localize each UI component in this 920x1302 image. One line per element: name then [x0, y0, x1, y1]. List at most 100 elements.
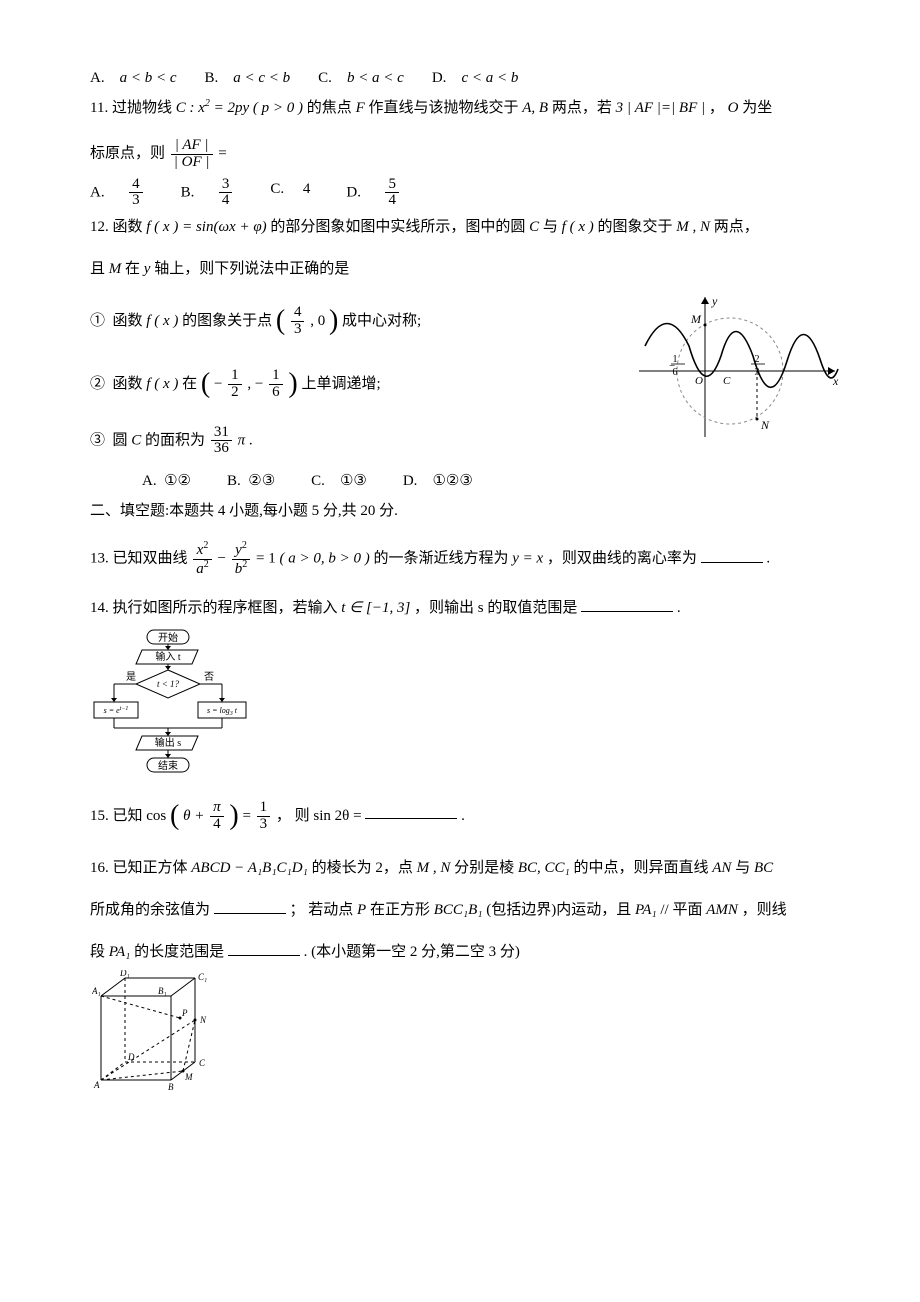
fx: f ( x ): [146, 376, 178, 392]
text: 在: [125, 261, 144, 277]
O: O: [728, 100, 739, 116]
q14: 14. 执行如图所示的程序框图，若输入 t ∈ [−1, 3] ，则输出 s 的…: [90, 596, 840, 620]
q12-num: 12.: [90, 219, 109, 235]
q12-stem: 12. 函数 f ( x ) = sin(ωx + φ) 的部分图象如图中实线所…: [90, 215, 840, 239]
text: 的图象关于点: [182, 313, 272, 329]
q11-opt-d: D. 54: [346, 177, 401, 210]
frac: 43: [129, 177, 143, 210]
AMN: AMN: [706, 902, 738, 918]
interval-r: 16: [269, 368, 283, 401]
opt-text: ①②③: [432, 473, 472, 489]
svg-text:结束: 结束: [158, 759, 178, 772]
frac: 54: [385, 177, 399, 210]
AB: A, B: [522, 100, 548, 116]
fx: f ( x ): [562, 219, 594, 235]
label-O: O: [695, 375, 703, 387]
svg-text:A: A: [93, 1080, 100, 1090]
rparen-icon: ): [329, 299, 338, 344]
svg-text:输出 s: 输出 s: [155, 736, 181, 749]
svg-text:P: P: [181, 1008, 188, 1018]
P: P: [357, 902, 366, 918]
svg-text:C: C: [199, 1058, 206, 1068]
text: 圆: [113, 432, 128, 448]
F: F: [356, 100, 365, 116]
q12-opt-a: A. ①②: [142, 469, 191, 493]
M: M: [109, 261, 122, 277]
no: ①: [90, 313, 105, 329]
text: 分别是棱: [454, 860, 514, 876]
blank: [214, 898, 286, 914]
opt-label: D.: [432, 70, 447, 86]
q11-num: 11.: [90, 100, 108, 116]
opt-label: C.: [270, 181, 284, 197]
text: 已知双曲线: [113, 551, 188, 567]
svg-text:M: M: [184, 1072, 193, 1082]
rel: 3 | AF |=| BF |: [616, 100, 706, 116]
q13-num: 13.: [90, 551, 109, 567]
q16-line2: 所成角的余弦值为 ； 若动点 P 在正方形 BCC₁B₁ (包括边界)内运动，且…: [90, 898, 840, 922]
text: 上单调递增;: [301, 376, 380, 392]
q12-opt-c: C. ①③: [311, 469, 367, 493]
rparen-icon: ): [288, 362, 297, 407]
fx: f ( x ): [146, 313, 178, 329]
text: 在: [182, 376, 197, 392]
MN: M , N: [417, 860, 451, 876]
semi: ； 若动点: [290, 902, 354, 918]
section2-header: 二、填空题:本题共 4 小题,每小题 5 分,共 20 分.: [90, 499, 840, 523]
opt-text: ①③: [340, 473, 367, 489]
q12-opt-d: D. ①②③: [403, 469, 473, 493]
opt-expr: b < a < c: [347, 70, 404, 86]
text: 的长度范围是: [134, 944, 224, 960]
text: ， 则: [276, 807, 310, 823]
no: ③: [90, 432, 105, 448]
opt-label: A.: [142, 473, 157, 489]
one-third: 13: [257, 800, 271, 833]
opt-label: A.: [90, 70, 105, 86]
AN: AN: [712, 860, 731, 876]
svg-text:2: 2: [755, 354, 760, 365]
text: ，则线: [742, 902, 787, 918]
interval-l: 12: [228, 368, 242, 401]
text: 函数: [113, 313, 143, 329]
y2b2: y2 b2: [232, 541, 251, 578]
q10-opt-a: A. a < b < c: [90, 66, 177, 90]
xlabel: x: [832, 374, 839, 388]
text: 的焦点: [307, 100, 352, 116]
theta: θ +: [183, 807, 208, 823]
opt-expr: c < a < b: [461, 70, 518, 86]
text: 的棱长为 2，点: [312, 860, 413, 876]
q15: 15. 已知 cos ( θ + π4 ) = 13 ， 则 sin 2θ = …: [90, 794, 840, 839]
BC: BC: [754, 860, 773, 876]
q10-opt-c: C. b < a < c: [318, 66, 404, 90]
q10-options: A. a < b < c B. a < c < b C. b < a < c D…: [90, 66, 840, 90]
x2a2: x2 a2: [193, 541, 212, 578]
func: f ( x ) = sin(ωx + φ): [146, 219, 266, 235]
svg-text:N: N: [199, 1015, 207, 1025]
text: 两点，: [714, 219, 759, 235]
cos: cos: [146, 807, 166, 823]
eq: =: [218, 146, 226, 162]
q10-opt-d: D. c < a < b: [432, 66, 519, 90]
q12-figure: M N O C 1 6 − 2 3 x y: [635, 291, 840, 449]
q11-stem: 11. 过抛物线 C : x2 = 2py ( p > 0 ) 的焦点 F 作直…: [90, 96, 840, 120]
flowchart-figure: 开始 输入 t t < 1? 是 否 s = et−1 s = log3 t 输…: [92, 628, 840, 786]
plane-word: 平面: [672, 902, 702, 918]
q11-opt-b: B. 34: [181, 177, 235, 210]
svg-text:输入 t: 输入 t: [155, 650, 180, 663]
text: 轴上，则下列说法中正确的是: [154, 261, 349, 277]
y: y: [144, 261, 151, 277]
ylabel: y: [711, 294, 718, 308]
svg-text:是: 是: [126, 671, 136, 683]
text: 已知正方体: [113, 860, 188, 876]
opt-text: ②③: [248, 473, 275, 489]
eq1: = 1: [256, 551, 276, 567]
svg-text:B: B: [168, 1082, 174, 1090]
label-C: C: [723, 375, 731, 387]
cube-name: ABCD − A₁B₁C₁D₁: [191, 860, 308, 876]
text: 过抛物线: [112, 100, 172, 116]
text: 与: [735, 860, 750, 876]
label-M: M: [690, 312, 702, 326]
parallel-icon: //: [660, 902, 668, 918]
dot: .: [249, 432, 253, 448]
pt-x: 43: [291, 305, 305, 338]
